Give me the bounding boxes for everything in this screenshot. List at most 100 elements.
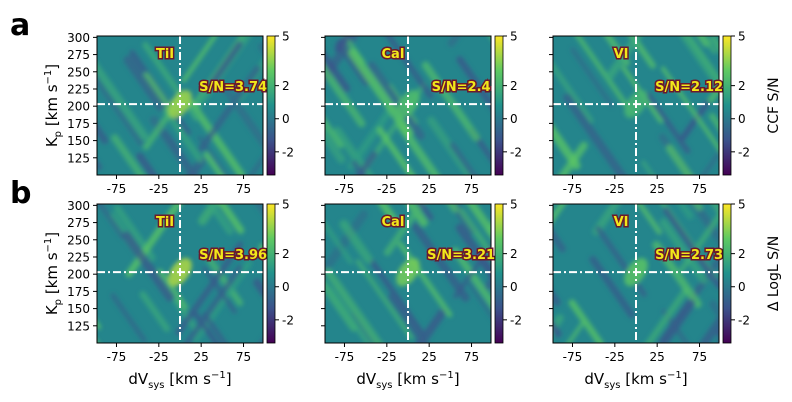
heatmap-streak <box>325 64 366 128</box>
colorbar-tick-label: 5 <box>738 198 746 212</box>
colorbar-tick-label: 0 <box>510 112 518 126</box>
heatmap-streak <box>685 36 719 84</box>
heatmap-streak <box>628 36 656 69</box>
axes-frame <box>96 203 264 344</box>
colorbar-tick-label: -2 <box>738 313 750 327</box>
heatmap-streak <box>589 255 636 319</box>
colorbar <box>722 35 732 176</box>
heatmap-streak <box>680 99 711 141</box>
y-tick-label: 175 <box>67 285 90 299</box>
x-tick-label: 75 <box>692 182 707 196</box>
colorbar-tick-label: 0 <box>738 280 746 294</box>
heatmap-streak <box>187 99 245 175</box>
heatmap-streak <box>421 61 480 142</box>
heatmap-streak <box>202 266 237 314</box>
heatmap-streak <box>661 308 690 343</box>
heatmap-streak <box>455 223 491 280</box>
heatmap-streak <box>97 122 109 145</box>
x-tick-label: -25 <box>377 350 397 364</box>
heatmap-streak <box>592 204 621 236</box>
heatmap-streak <box>415 308 447 343</box>
y-tick-label: 300 <box>67 31 90 45</box>
heatmap-streak <box>709 36 719 53</box>
heatmap-streak <box>181 36 218 83</box>
heatmap-streak <box>139 291 171 332</box>
heatmap-streak <box>411 222 470 302</box>
heatmap-streak <box>458 208 491 259</box>
colorbar-label: CCF S/N <box>766 77 782 133</box>
colorbar <box>494 35 504 176</box>
species-label: VI <box>614 47 629 62</box>
heatmap-streak <box>558 141 588 175</box>
row-a: aKp [km s−1]TiIS/N=3.7412515017520022525… <box>10 8 782 197</box>
y-tick-label: 250 <box>67 65 90 79</box>
y-axis-label: Kp [km s−1] <box>43 232 64 315</box>
heatmap-streak <box>334 36 352 53</box>
axes-frame <box>552 203 720 344</box>
x-tick-label: 75 <box>464 350 479 364</box>
heatmap-streak <box>325 117 344 149</box>
heatmap-streak <box>605 36 643 81</box>
heatmap-streak <box>644 287 689 343</box>
x-axis-label: dVsys [km s−1] <box>584 370 687 391</box>
heatmap-streak <box>339 219 373 264</box>
species-label: VI <box>614 215 629 230</box>
heatmap-texture <box>553 204 719 343</box>
colorbar-tick-label: 5 <box>738 30 746 44</box>
colorbar <box>266 35 276 176</box>
colorbar-tick-label: -2 <box>738 145 750 159</box>
y-tick-label: 200 <box>67 100 90 114</box>
x-tick-label: 75 <box>464 182 479 196</box>
heatmap-streak <box>123 55 166 112</box>
y-tick-label: 125 <box>67 319 90 333</box>
y-tick-label: 125 <box>67 151 90 165</box>
heatmap-streak <box>700 36 717 54</box>
heatmap-streak <box>269 223 314 287</box>
heatmap-streak <box>553 124 581 170</box>
heatmap-streak <box>451 247 491 308</box>
heatmap-streak <box>355 151 378 175</box>
x-tick-label: 25 <box>194 350 209 364</box>
y-tick-label: 275 <box>67 48 90 62</box>
y-tick-label: 175 <box>67 117 90 131</box>
y-tick-label: 300 <box>67 199 90 213</box>
heatmap-streak <box>268 22 322 100</box>
heatmap-streak <box>197 135 229 175</box>
x-tick-label: -75 <box>563 350 583 364</box>
colorbar-tick-label: 2 <box>282 247 290 261</box>
heatmap-streak <box>206 204 234 235</box>
heatmap-streak <box>378 204 399 225</box>
axes-frame <box>324 35 492 176</box>
heatmap-streak <box>122 231 175 302</box>
heatmap-streak <box>355 259 414 340</box>
colorbar-tick-label: 0 <box>282 280 290 294</box>
snr-label: S/N=3.96 <box>199 248 267 263</box>
colorbar-tick-label: 2 <box>510 79 518 93</box>
heatmap-streak <box>162 130 199 175</box>
heatmap-streak <box>636 204 662 235</box>
x-tick-label: -75 <box>563 182 583 196</box>
x-tick-label: 25 <box>194 182 209 196</box>
x-tick-label: 25 <box>422 350 437 364</box>
heatmap-streak <box>325 128 346 164</box>
heatmap-streak <box>110 293 147 343</box>
colorbar-tick-label: 0 <box>510 280 518 294</box>
snr-label: S/N=2.73 <box>655 248 723 263</box>
heatmap-streak <box>563 93 627 175</box>
y-axis-label: Kp [km s−1] <box>43 64 64 147</box>
y-tick-label: 225 <box>67 82 90 96</box>
heatmap-streak <box>206 256 244 307</box>
x-tick-label: -75 <box>335 350 355 364</box>
x-tick-label: -25 <box>605 350 625 364</box>
heatmap-streak <box>553 61 594 124</box>
heatmap-streak <box>463 276 491 319</box>
heatmap-streak <box>699 316 719 343</box>
heatmap-streak <box>97 61 149 141</box>
heatmap-streak <box>447 36 461 47</box>
y-tick-label: 225 <box>67 250 90 264</box>
colorbar-tick-label: 2 <box>282 79 290 93</box>
